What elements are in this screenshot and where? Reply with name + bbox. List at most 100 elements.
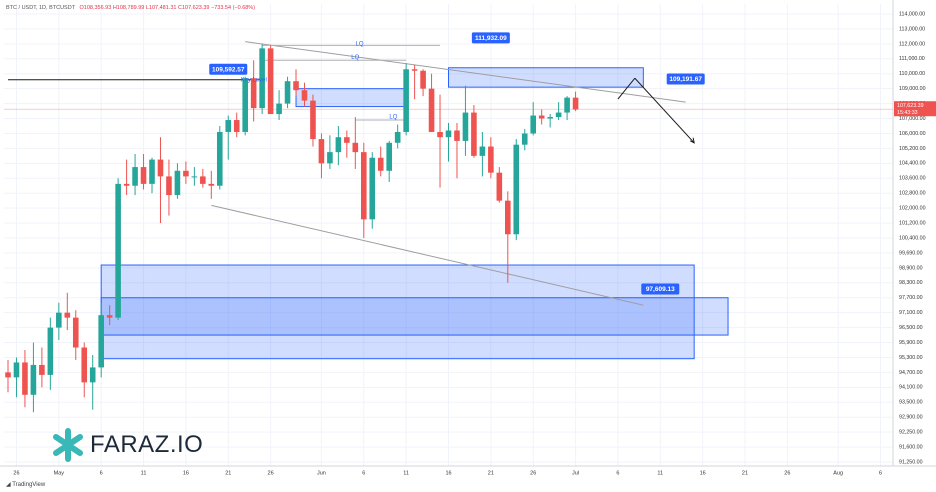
price-tick-label: 98,300.00 <box>899 280 923 286</box>
symbol-title: BTC / USDT, 1D, BTCUSDT <box>6 5 75 11</box>
price-tick-label: 112,000.00 <box>899 41 925 47</box>
time-tick-label: 6 <box>616 470 619 476</box>
candle-body <box>521 133 528 145</box>
candle-body <box>318 139 325 164</box>
ohlc-values: O108,356.93 H108,789.99 L107,481.31 C107… <box>79 5 256 11</box>
candle-body <box>403 69 409 132</box>
candle-body <box>276 103 282 115</box>
time-tick-label: 11 <box>141 470 147 476</box>
price-tick-label: 106,000.00 <box>899 131 926 137</box>
price-tick-label: 97,700.00 <box>899 295 923 301</box>
candle-body <box>174 170 181 196</box>
proj-arrow-head <box>689 137 695 144</box>
candle-body <box>377 157 384 171</box>
price-tick-label: 91,250.00 <box>899 459 923 465</box>
price-tick-label: 91,600.00 <box>899 444 923 450</box>
candle-body <box>479 146 486 156</box>
price-tick-label: 103,600.00 <box>899 176 926 182</box>
price-tick-label: 99,690.00 <box>899 250 923 256</box>
time-tick-label: 21 <box>488 470 494 476</box>
candle-body <box>513 144 520 235</box>
lq-label-3: LQ <box>389 115 397 121</box>
proj-down <box>634 77 695 144</box>
candle-body <box>115 183 121 318</box>
candle-body <box>208 183 215 186</box>
candle-body <box>39 364 45 375</box>
price-axis[interactable]: 114,000.00 113,000.00 112,000.00 111,000.00… <box>894 11 936 465</box>
candle-body <box>157 159 164 177</box>
tradingview-footer: ◢ TradingView <box>6 481 45 488</box>
candle-body <box>132 167 138 186</box>
upper-trendline <box>245 41 686 103</box>
time-tick-label: May <box>54 470 65 476</box>
candle-body <box>488 146 494 173</box>
price-tick-label: 93,500.00 <box>899 400 923 406</box>
candle-body <box>454 130 460 141</box>
symbol-header: BTC / USDT, 1D, BTCUSDT O108,356.93 H108… <box>6 5 255 11</box>
price-tick-label: 114,000.00 <box>899 11 925 17</box>
candle-body <box>344 137 350 143</box>
candle-body <box>225 120 232 132</box>
time-tick-label: Jul <box>572 470 579 476</box>
tradingview-label: TradingView <box>12 482 46 488</box>
candle-body <box>301 90 308 101</box>
key-level-label: Key Level <box>240 77 266 83</box>
candle-body <box>386 142 392 171</box>
time-axis[interactable]: 26 May 6 11 16 21 26 Jun 6 11 16 21 26 Jul 6 11 16 21 26 Au… <box>13 470 882 476</box>
zone-lower-small <box>100 297 729 336</box>
candle-body <box>420 70 426 89</box>
candle-body <box>259 48 265 109</box>
candle-body <box>64 312 71 318</box>
candle-body <box>81 347 88 383</box>
price-tick-label: 102,000.00 <box>899 206 926 212</box>
candle-body <box>123 183 130 186</box>
candle-body <box>250 78 257 109</box>
candle-body <box>538 115 545 119</box>
price-tick-label: 98,900.00 <box>899 265 923 271</box>
candle-body <box>242 78 248 132</box>
label-97609: 97,609.13 <box>646 286 675 293</box>
candle-body <box>149 159 155 184</box>
candle-body <box>56 312 62 328</box>
candle-body <box>183 170 189 177</box>
current-price-value: 107,623.39 <box>897 103 924 109</box>
candle-body <box>191 176 198 178</box>
candle-body <box>5 372 11 378</box>
candle-body <box>267 48 274 115</box>
candle-body <box>89 367 96 383</box>
candle-body <box>496 172 503 201</box>
label-109592: 109,592.57 <box>212 66 245 73</box>
price-tick-label: 95,900.00 <box>899 340 923 346</box>
price-tick-label: 92,250.00 <box>899 430 923 436</box>
price-tick-label: 110,000.00 <box>899 71 925 77</box>
candle-body <box>13 362 20 378</box>
current-price-countdown: 15:43:33 <box>897 110 918 116</box>
price-tick-label: 94,100.00 <box>899 385 923 391</box>
price-tick-label: 113,000.00 <box>899 26 925 32</box>
candle-body <box>284 81 291 104</box>
current-price-badge[interactable] <box>894 101 936 117</box>
candle-body <box>216 131 223 186</box>
time-tick-label: 11 <box>657 470 663 476</box>
candle-body <box>360 152 367 220</box>
price-tick-label: 100,400.00 <box>899 235 926 241</box>
price-tick-label: 101,200.00 <box>899 220 926 226</box>
tradingview-logo-icon: ◢ <box>6 482 13 488</box>
proj-up <box>617 77 636 100</box>
candle-body <box>140 167 147 184</box>
time-tick-label: 26 <box>530 470 536 476</box>
time-tick-label: Aug <box>833 470 843 476</box>
candle-body <box>437 131 443 138</box>
candle-body <box>369 157 376 220</box>
time-tick-label: 6 <box>879 470 882 476</box>
price-tick-label: 111,000.00 <box>899 56 925 62</box>
price-tick-label: 94,700.00 <box>899 370 923 376</box>
price-tick-label: 92,900.00 <box>899 415 923 421</box>
label-109191-bg <box>666 73 705 85</box>
time-tick-label: 26 <box>13 470 19 476</box>
annotations: LQ LQ LQ Key Level 111,932.09 109,592.57 109,1… <box>209 32 705 295</box>
time-tick-label: 21 <box>225 470 231 476</box>
candle-body <box>233 120 240 132</box>
price-tick-label: 107,000.00 <box>899 116 926 122</box>
